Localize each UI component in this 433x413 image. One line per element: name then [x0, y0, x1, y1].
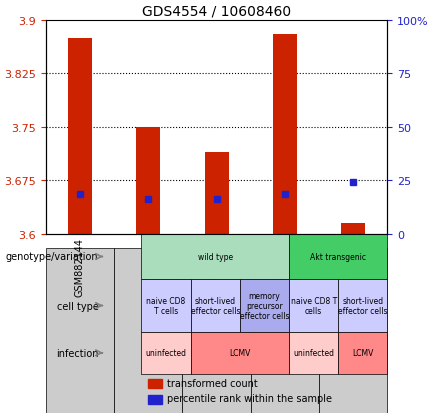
Text: uninfected: uninfected	[293, 349, 334, 357]
FancyBboxPatch shape	[142, 332, 191, 374]
Text: LCMV: LCMV	[352, 349, 374, 357]
FancyBboxPatch shape	[289, 234, 388, 280]
Bar	[205, 152, 229, 234]
Text: uninfected: uninfected	[145, 349, 187, 357]
FancyBboxPatch shape	[114, 248, 182, 413]
FancyBboxPatch shape	[338, 332, 388, 374]
Text: infection: infection	[56, 348, 98, 358]
FancyBboxPatch shape	[338, 280, 388, 332]
Bar	[148, 379, 162, 388]
Text: wild type: wild type	[198, 252, 233, 261]
Text: percentile rank within the sample: percentile rank within the sample	[167, 393, 332, 404]
FancyBboxPatch shape	[319, 248, 388, 413]
FancyBboxPatch shape	[46, 248, 114, 413]
FancyBboxPatch shape	[289, 280, 338, 332]
FancyBboxPatch shape	[142, 280, 191, 332]
Text: naive CD8 T
cells: naive CD8 T cells	[291, 296, 337, 316]
Text: genotype/variation: genotype/variation	[6, 252, 98, 262]
Text: naive CD8
T cells: naive CD8 T cells	[146, 296, 186, 316]
FancyBboxPatch shape	[240, 280, 289, 332]
Text: short-lived
effector cells: short-lived effector cells	[338, 296, 388, 316]
Text: short-lived
effector cells: short-lived effector cells	[191, 296, 240, 316]
Bar	[273, 35, 297, 234]
Text: transformed count: transformed count	[167, 379, 258, 389]
Text: LCMV: LCMV	[229, 349, 251, 357]
FancyBboxPatch shape	[142, 234, 289, 280]
Bar	[136, 128, 160, 234]
Text: Akt transgenic: Akt transgenic	[310, 252, 366, 261]
FancyBboxPatch shape	[251, 248, 319, 413]
Title: GDS4554 / 10608460: GDS4554 / 10608460	[142, 4, 291, 18]
Bar	[341, 223, 365, 234]
FancyBboxPatch shape	[289, 332, 338, 374]
Text: memory
precursor
effector cells: memory precursor effector cells	[240, 291, 289, 320]
FancyBboxPatch shape	[191, 280, 240, 332]
Text: cell type: cell type	[57, 301, 98, 311]
Bar	[148, 395, 162, 404]
FancyBboxPatch shape	[182, 248, 251, 413]
FancyBboxPatch shape	[191, 332, 289, 374]
Bar	[68, 38, 92, 234]
